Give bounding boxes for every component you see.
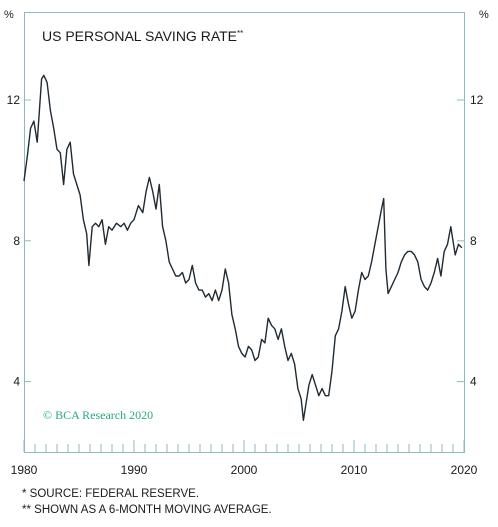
x-tick-label: 1990 <box>121 463 148 477</box>
y-unit-left: % <box>4 9 14 21</box>
x-tick-label: 1980 <box>11 463 38 477</box>
y-axis-ticks: 4 4 8 8 12 12 <box>7 93 484 389</box>
y-tick-label-right: 4 <box>470 375 477 389</box>
chart-title-text: US PERSONAL SAVING RATE <box>42 28 237 44</box>
saving-rate-line <box>23 74 463 421</box>
y-tick-label-left: 4 <box>13 375 20 389</box>
y-tick-label-left: 8 <box>13 234 20 248</box>
chart-title: US PERSONAL SAVING RATE** <box>42 28 243 44</box>
chart-title-mark: ** <box>237 29 243 38</box>
bca-watermark: © BCA Research 2020 <box>43 408 153 422</box>
y-tick-label-right: 12 <box>470 93 484 107</box>
x-tick-label: 2010 <box>341 463 368 477</box>
y-unit-right: % <box>479 9 489 21</box>
x-tick-label: 2000 <box>231 463 258 477</box>
footnote-source: * SOURCE: FEDERAL RESERVE. <box>22 488 200 500</box>
footnotes: * SOURCE: FEDERAL RESERVE. ** SHOWN AS A… <box>22 486 272 518</box>
plot-frame <box>24 12 465 453</box>
y-tick-label-right: 8 <box>470 234 477 248</box>
y-tick-label-left: 12 <box>7 93 21 107</box>
x-tick-label: 2020 <box>451 463 478 477</box>
footnote-moving-average: ** SHOWN AS A 6-MONTH MOVING AVERAGE. <box>22 504 272 516</box>
x-axis-ticks: 1980 1990 2000 2010 2020 <box>11 440 478 477</box>
